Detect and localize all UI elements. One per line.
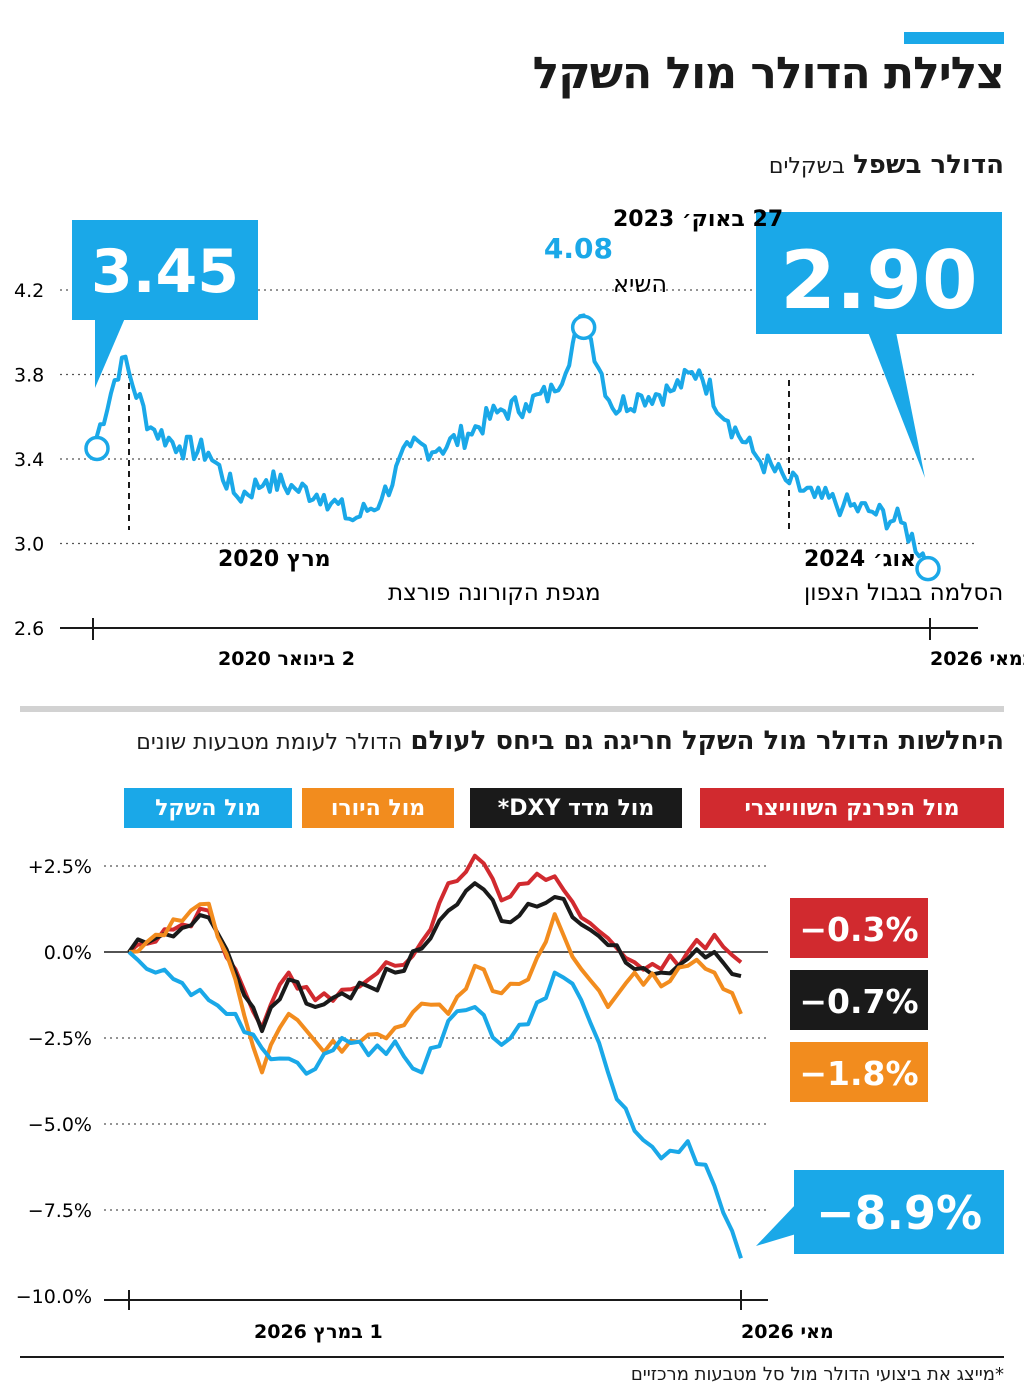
event-right-text: הסלמה בגבול הצפון [804,580,1003,606]
chart1-y-ticks: 4.2 3.8 3.4 3.0 2.6 [14,280,44,640]
series-line-ils [127,950,743,1259]
legend-ils: מול השקל [124,788,292,828]
section-divider [20,706,1004,712]
chart2-x-end-label: מאי 2026 [741,1321,834,1343]
chart1-end-point [915,555,941,582]
chart2-subtitle-light: הדולר לעומת מטבעות שונים [136,730,403,755]
chart2-y-tick-label: −2.5% [28,1028,92,1050]
chart1-start-point [84,435,110,462]
chart2-subtitle: היחלשות הדולר מול השקל חריגה גם ביחס לעו… [136,726,1004,756]
chart1-peak-point [570,314,597,341]
chart2-grid [104,865,768,1211]
chart1-y-tick-label: 3.0 [14,534,44,556]
chart1-y-tick-label: 4.2 [14,280,44,302]
end-label-ils-value: −8.9% [816,1186,982,1240]
page-title: צלילת הדולר מול השקל [532,48,1005,99]
chart1-subtitle-bold: הדולר בשפל [853,150,1004,180]
footer-divider [20,1356,1004,1358]
end-label-eur: −1.8% [790,1042,928,1102]
chart1-svg: 4.2 3.8 3.4 3.0 2.6 2 בינואר 2020 5 במאי 202… [14,207,1024,670]
chart1-y-tick-label: 2.6 [14,618,44,640]
footnote: *מייצג את ביצועי הדולר מול סל מטבעות מרכ… [630,1364,1004,1385]
callout-right-value: 2.90 [780,234,977,327]
chart1-subtitle: הדולר בשפל בשקלים [769,150,1004,180]
end-label-dxy-value: −0.7% [799,982,918,1021]
end-label-ils: −8.9% [756,1170,1004,1254]
chart1-x-end-label: 5 במאי 2026 [930,648,1024,670]
chart2-x-start-label: 1 במרץ 2026 [254,1321,383,1343]
event-right-title: אוג׳ 2024 [804,547,916,572]
chart2-y-tick-label: −10.0% [16,1286,92,1308]
end-label-chf-value: −0.3% [799,910,918,949]
callout-left: 3.45 [72,220,258,388]
callout-right: 2.90 [756,212,1002,478]
event-left-title: מרץ 2020 [218,547,331,572]
chart2-y-ticks: +2.5% 0.0% −2.5% −5.0% −7.5% −10.0% [16,856,92,1308]
peak-date: 27 באוק׳ 2023 [613,207,783,232]
chart1-subtitle-light: בשקלים [768,154,845,179]
chart2-y-tick-label: −7.5% [28,1200,92,1222]
peak-value: 4.08 [544,232,613,265]
legend-eur: מול היורו [302,788,454,828]
end-label-dxy: −0.7% [790,970,928,1030]
chart1-series-line [91,313,931,567]
legend-chf: מול הפרנק השווייצרי [700,788,1004,828]
callout-left-value: 3.45 [91,237,239,307]
chart1-y-tick-label: 3.4 [14,449,44,471]
series-line-eur [128,901,743,1075]
chart2-y-tick-label: −5.0% [28,1114,92,1136]
chart1-y-tick-label: 3.8 [14,365,44,387]
peak-label: השיא [613,270,667,298]
end-label-chf: −0.3% [790,898,928,958]
chart2-svg: +2.5% 0.0% −2.5% −5.0% −7.5% −10.0% 1 במרץ 20… [16,853,1004,1343]
accent-bar [904,32,1004,44]
chart2-y-tick-label: +2.5% [28,856,92,878]
chart2-subtitle-bold: היחלשות הדולר מול השקל חריגה גם ביחס לעו… [410,726,1004,756]
event-left-text: מגפת הקורונה פורצת [388,580,601,606]
legend-dxy: מול מדד DXY* [470,788,682,828]
chart2-series-lines [127,853,743,1259]
chart2-y-tick-label: 0.0% [44,942,92,964]
end-label-eur-value: −1.8% [799,1054,918,1093]
chart1-x-start-label: 2 בינואר 2020 [218,648,355,670]
